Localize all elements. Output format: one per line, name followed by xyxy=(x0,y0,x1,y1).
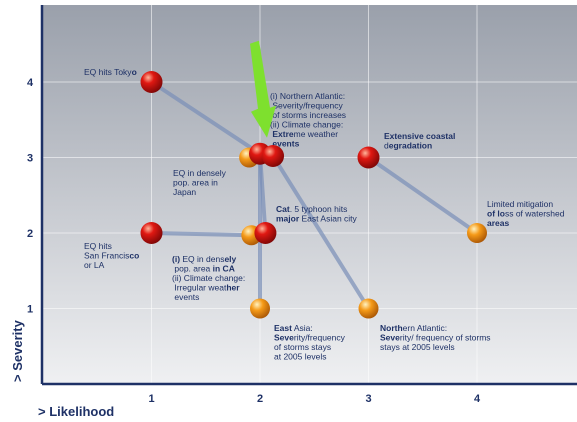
point-east-asia xyxy=(250,298,270,319)
plot-background xyxy=(42,5,577,383)
link-atlantic-severe-atlantic-moderate xyxy=(271,153,371,311)
highlight-arrow xyxy=(250,40,276,138)
y-tick-3: 3 xyxy=(27,153,33,165)
point-tokyo xyxy=(140,71,163,93)
label-atlantic-moderate: Northern Atlantic: Severity/ frequency of… xyxy=(380,323,491,352)
link-tokyo-japan-severe xyxy=(149,80,262,156)
highlight-arrow-shape xyxy=(250,40,276,138)
y-tick-labels: 1 2 3 4 xyxy=(27,77,34,316)
link-coastal-watershed xyxy=(366,155,479,235)
y-axis-title: > Severity xyxy=(10,319,25,382)
y-tick-1: 1 xyxy=(27,304,33,316)
scenario-points xyxy=(140,71,487,319)
x-tick-labels: 1 2 3 4 xyxy=(148,393,481,405)
point-sf-la xyxy=(140,222,163,244)
y-tick-2: 2 xyxy=(27,228,33,240)
point-typhoon xyxy=(254,222,277,244)
label-japan-moderate: EQ in densely pop. area in Japan xyxy=(173,168,227,197)
label-sf-la: EQ hits San Francisco or LA xyxy=(84,241,139,270)
point-watershed xyxy=(467,223,487,243)
label-atlantic-severe: (i) Northern Atlantic: Severity/frequenc… xyxy=(270,91,346,149)
x-tick-1: 1 xyxy=(148,393,154,405)
scenario-links xyxy=(149,80,479,311)
x-axis-title: > Likelihood xyxy=(38,404,114,419)
point-atlantic-severe xyxy=(262,144,285,167)
label-watershed: Limited mitigation of loss of watershed ar… xyxy=(487,199,565,228)
x-tick-2: 2 xyxy=(257,393,263,405)
label-typhoon: Cat. 5 typhoon hits major East Asian city xyxy=(276,204,358,224)
label-east-asia: East Asia: Severity/frequency of storms st… xyxy=(274,323,346,362)
link-sf-la-ca-moderate xyxy=(149,231,254,238)
x-tick-4: 4 xyxy=(474,393,481,405)
point-coastal xyxy=(357,146,380,169)
point-atlantic-moderate xyxy=(358,298,379,319)
y-tick-4: 4 xyxy=(27,77,34,89)
label-coastal: Extensive coastal degradation xyxy=(384,131,455,151)
link-japan-severe-typhoon xyxy=(258,151,268,235)
x-tick-3: 3 xyxy=(365,393,371,405)
scenario-labels: EQ hits Tokyo EQ hits San Francisco or LA (i… xyxy=(84,67,565,362)
label-tokyo: EQ hits Tokyo xyxy=(84,67,137,77)
label-ca-moderate: (i) EQ in densely pop. area in CA (ii) Cl… xyxy=(172,254,245,302)
